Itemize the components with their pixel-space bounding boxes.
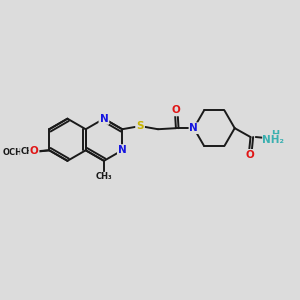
Text: O: O	[30, 146, 38, 156]
Text: H: H	[271, 130, 279, 140]
Text: CH₃: CH₃	[96, 172, 112, 181]
Text: O: O	[30, 146, 38, 156]
Text: O: O	[26, 147, 34, 158]
Text: O: O	[172, 105, 181, 115]
Text: N: N	[118, 145, 127, 155]
Text: CH₃: CH₃	[20, 147, 37, 156]
Text: O: O	[246, 150, 254, 160]
Text: O: O	[246, 150, 254, 160]
Text: N: N	[100, 114, 108, 124]
Text: N: N	[118, 145, 127, 155]
Text: S: S	[136, 121, 144, 131]
Text: N: N	[189, 123, 198, 133]
Text: N: N	[100, 114, 108, 124]
Text: OCH₃: OCH₃	[2, 148, 26, 157]
Text: NH₂: NH₂	[262, 134, 284, 145]
Text: S: S	[136, 121, 144, 131]
Text: O: O	[172, 105, 181, 115]
